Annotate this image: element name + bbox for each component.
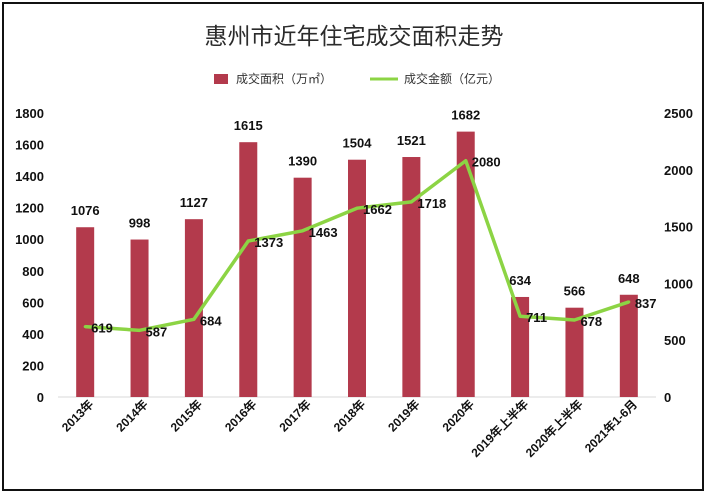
- bar: [619, 294, 638, 397]
- y-right-tick-label: 2500: [664, 106, 693, 121]
- line-point: [192, 317, 196, 321]
- x-tick-label: 2016年: [221, 397, 259, 435]
- bar-value-label: 998: [129, 216, 151, 231]
- y-left-tick-label: 600: [22, 295, 44, 310]
- line-point: [83, 325, 87, 329]
- x-tick-label: 2017年: [276, 397, 314, 435]
- bar: [456, 131, 475, 397]
- bar-value-label: 566: [564, 284, 586, 299]
- y-axis-right: 0 500 1000 1500 2000 2500: [664, 106, 693, 405]
- line-value-label: 619: [91, 321, 113, 336]
- line-point: [301, 229, 305, 233]
- bar-value-label: 1127: [180, 195, 208, 210]
- x-tick-label: 2020年: [439, 397, 477, 435]
- bar-value-label: 634: [509, 273, 531, 288]
- legend-label-area: 成交面积（万㎡）: [236, 71, 332, 86]
- line-point: [138, 328, 142, 332]
- bar-value-label: 1390: [288, 154, 317, 169]
- y-left-tick-label: 0: [37, 390, 44, 405]
- x-tick-label: 2021年1-6月: [581, 397, 640, 456]
- y-axis-left: 0 200 400 600 800 1000 1200 1400 1600 1800: [15, 106, 44, 405]
- x-tick-label: 2018年: [330, 397, 368, 435]
- bar-series: [76, 131, 638, 397]
- bar: [511, 296, 530, 397]
- line-value-label: 2080: [472, 155, 501, 170]
- x-tick-label: 2020年上半年: [522, 397, 585, 460]
- x-tick-label: 2013年: [58, 397, 96, 435]
- y-left-tick-label: 200: [22, 358, 44, 373]
- y-right-tick-label: 1000: [664, 276, 693, 291]
- line-value-label: 711: [526, 310, 547, 325]
- bar: [130, 239, 149, 397]
- bar-data-labels: 1076 998 1127 1615 1390 1504 1521 1682 634 566 648: [71, 108, 640, 299]
- y-left-tick-label: 1200: [15, 201, 44, 216]
- bar-value-label: 1682: [451, 108, 480, 123]
- y-right-tick-label: 1500: [664, 220, 693, 235]
- bar: [293, 177, 312, 397]
- line-point: [518, 314, 522, 318]
- y-left-tick-label: 800: [22, 264, 44, 279]
- bar-value-label: 648: [618, 271, 640, 286]
- line-value-label: 684: [200, 313, 222, 328]
- y-right-tick-label: 500: [664, 333, 686, 348]
- y-left-tick-label: 1400: [15, 169, 44, 184]
- x-tick-label: 2019年: [385, 397, 423, 435]
- bar: [402, 157, 421, 397]
- line-value-label: 1373: [254, 235, 283, 250]
- line-value-label: 1463: [309, 225, 338, 240]
- line-value-label: 678: [580, 314, 602, 329]
- bar-value-label: 1504: [343, 136, 373, 151]
- bar-value-label: 1076: [71, 203, 100, 218]
- chart-frame: [2, 2, 704, 491]
- x-axis: 2013年 2014年 2015年 2016年 2017年 2018年 2019年 2020年…: [58, 397, 640, 460]
- y-left-tick-label: 1600: [15, 138, 44, 153]
- line-value-label: 1718: [417, 196, 446, 211]
- line-value-label: 587: [146, 324, 168, 339]
- line-point: [355, 206, 359, 210]
- bar: [565, 307, 584, 397]
- y-left-tick-label: 400: [22, 327, 44, 342]
- line-point: [464, 159, 468, 163]
- bar-value-label: 1615: [234, 118, 263, 133]
- y-left-tick-label: 1000: [15, 232, 44, 247]
- bar-value-label: 1521: [397, 133, 426, 148]
- line-point: [246, 239, 250, 243]
- legend-label-amount: 成交金额（亿元）: [404, 71, 500, 86]
- line-series: [83, 158, 631, 333]
- line-data-labels: 619 587 684 1373 1463 1662 1718 2080 711 678 837: [91, 155, 656, 340]
- line-point: [627, 300, 631, 304]
- line-point: [572, 318, 576, 322]
- x-tick-label: 2019年上半年: [468, 397, 531, 460]
- line-value-label: 1662: [363, 202, 392, 217]
- bar: [348, 159, 366, 397]
- legend-swatch-area: [214, 74, 228, 84]
- legend: 成交面积（万㎡） 成交金额（亿元）: [214, 71, 500, 86]
- bar: [184, 219, 203, 397]
- line-point: [409, 200, 413, 204]
- line-value-label: 837: [635, 296, 657, 311]
- y-right-tick-label: 2000: [664, 163, 693, 178]
- y-left-tick-label: 1800: [15, 106, 44, 121]
- y-right-tick-label: 0: [664, 390, 671, 405]
- bar: [76, 227, 95, 397]
- x-tick-label: 2015年: [167, 397, 205, 435]
- bar: [239, 142, 258, 397]
- x-tick-label: 2014年: [113, 397, 151, 435]
- chart-title: 惠州市近年住宅成交面积走势: [205, 24, 504, 50]
